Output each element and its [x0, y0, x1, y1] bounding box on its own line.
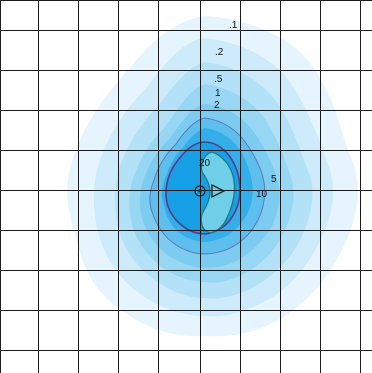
inner-crescent-blob: [200, 151, 236, 234]
receiver-triangle-icon: [211, 183, 226, 199]
label-5: 5: [271, 174, 277, 185]
source-marker-icon: [194, 185, 206, 197]
label-0-5: .5: [214, 74, 223, 85]
label-10: 10: [256, 189, 268, 200]
label-1: 1: [215, 88, 221, 99]
contour-line-20: [165, 141, 241, 235]
contour-labels: .1 .2 .5 1 2 5 10 20: [199, 20, 277, 200]
label-2: 2: [214, 100, 220, 111]
label-20: 20: [199, 158, 211, 169]
label-0-2: .2: [215, 47, 224, 58]
markers: [194, 183, 226, 199]
label-0-1: .1: [229, 20, 238, 31]
